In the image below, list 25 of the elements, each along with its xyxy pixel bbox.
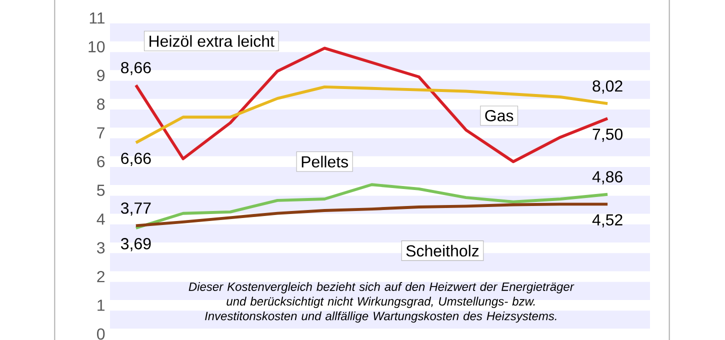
y-tick-label: 11 — [90, 12, 105, 24]
y-tick-label: 0 — [97, 328, 105, 340]
data-label: 8,02 — [592, 80, 622, 94]
series-label: Gas — [485, 110, 514, 122]
data-label: 7,50 — [592, 128, 623, 142]
data-label: 4,86 — [592, 171, 622, 184]
data-label: 4,52 — [592, 214, 622, 228]
annotation: Dieser Kostenvergleich bezieht sich auf den Heizwert der Energieträger und berücksichtigt nicht Wirkungsgrad, Umstellungs- bzw. Investitonskosten und allfällige Wartungskosten des Heizsystems. — [188, 282, 574, 323]
y-tick-label: 3 — [97, 242, 105, 254]
series-label: Heizöl extra leicht — [150, 35, 274, 47]
data-label: 6,66 — [121, 152, 151, 166]
y-tick-label: 10 — [88, 41, 105, 52]
y-tick-label: 8 — [97, 98, 105, 110]
y-tick-label: 9 — [97, 70, 105, 82]
data-label: 8,66 — [121, 62, 151, 76]
y-tick-label: 5 — [97, 184, 105, 196]
y-tick-label: 1 — [98, 300, 105, 311]
y-tick-label: 6 — [97, 156, 105, 168]
data-label: 3,69 — [120, 238, 151, 252]
y-tick-label: 4 — [96, 214, 105, 225]
data-label: 3,77 — [120, 202, 151, 216]
series-label: Pellets — [302, 156, 348, 168]
y-tick-label: 7 — [97, 127, 104, 138]
y-tick-label: 2 — [97, 270, 104, 282]
text: Scheitholz — [406, 244, 479, 257]
